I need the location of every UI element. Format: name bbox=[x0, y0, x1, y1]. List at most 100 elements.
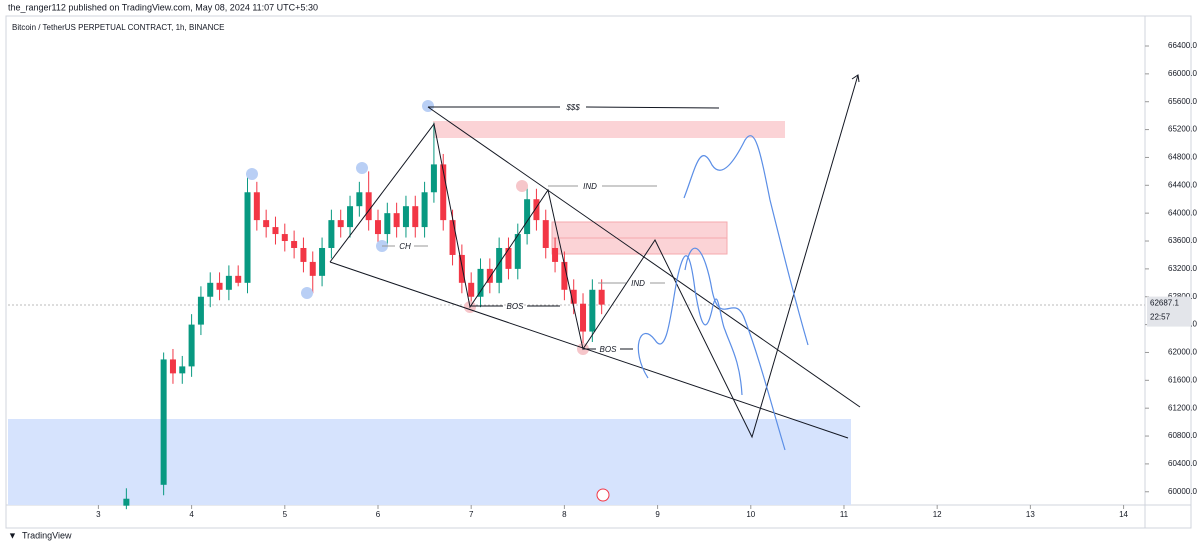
annotation: IND bbox=[583, 182, 597, 191]
candle-body bbox=[533, 199, 540, 221]
arrow-head bbox=[851, 74, 860, 83]
y-tick-label: 60800.0 bbox=[1168, 431, 1197, 440]
y-tick-label: 63200.0 bbox=[1168, 264, 1197, 273]
drawings: $$$ IND CH BOS BOS IND bbox=[246, 74, 861, 502]
candle-body bbox=[225, 275, 232, 290]
candle-body bbox=[179, 366, 186, 374]
y-tick-label: 64400.0 bbox=[1168, 180, 1197, 189]
pivot bbox=[301, 287, 313, 299]
candle-body bbox=[589, 289, 596, 332]
candle-body bbox=[300, 247, 307, 262]
candle-body bbox=[169, 359, 176, 374]
candle-body bbox=[412, 206, 419, 228]
candles bbox=[123, 122, 605, 510]
last-price: 62687.1 bbox=[1150, 299, 1179, 308]
price-label bbox=[1147, 296, 1191, 327]
event-icon bbox=[596, 488, 610, 502]
y-tick-label: 64000.0 bbox=[1168, 208, 1197, 217]
supply-zone bbox=[433, 121, 785, 138]
candle-body bbox=[216, 282, 223, 290]
candle-body bbox=[384, 213, 391, 235]
y-tick-label: 65200.0 bbox=[1168, 125, 1197, 134]
y-tick-label: 61200.0 bbox=[1168, 403, 1197, 412]
x-tick-label: 13 bbox=[1026, 510, 1035, 519]
candle-body bbox=[328, 220, 335, 248]
candle-body bbox=[253, 192, 260, 221]
annotation: $$$ bbox=[565, 103, 580, 112]
candle-body bbox=[580, 303, 587, 332]
candle-body bbox=[430, 164, 437, 193]
candle-body bbox=[421, 192, 428, 228]
candle-body bbox=[263, 220, 270, 228]
projection-path bbox=[684, 247, 786, 451]
candle-body bbox=[319, 247, 326, 276]
pivot bbox=[246, 168, 258, 180]
level-line bbox=[585, 106, 720, 109]
y-tick-label: 63600.0 bbox=[1168, 236, 1197, 245]
candle-body bbox=[188, 324, 195, 367]
candle-body bbox=[477, 268, 484, 297]
candle-body bbox=[402, 206, 409, 228]
candle-body bbox=[235, 275, 242, 283]
y-tick-label: 66000.0 bbox=[1168, 69, 1197, 78]
candle-body bbox=[160, 359, 167, 485]
demand-zone bbox=[8, 419, 851, 505]
y-tick-label: 64800.0 bbox=[1168, 153, 1197, 162]
candle-body bbox=[542, 220, 549, 248]
logo: ▼ bbox=[8, 530, 17, 540]
candle-body bbox=[514, 234, 521, 269]
annotation: BOS bbox=[507, 302, 525, 311]
pivot bbox=[516, 180, 528, 192]
candle-body bbox=[505, 247, 512, 269]
pivot bbox=[356, 162, 368, 174]
candle-body bbox=[486, 268, 493, 283]
y-tick-label: 66400.0 bbox=[1168, 41, 1197, 50]
symbol-title: Bitcoin / TetherUS PERPETUAL CONTRACT, 1… bbox=[12, 23, 225, 32]
y-axis: 60000.0 60400.0 60800.0 61200.0 61600.0 62000… bbox=[1145, 41, 1197, 496]
candle-body bbox=[552, 247, 559, 262]
candle-body bbox=[374, 220, 381, 235]
candle-body bbox=[570, 289, 577, 304]
x-tick-label: 11 bbox=[840, 510, 849, 519]
candle-body bbox=[468, 282, 475, 297]
y-tick-label: 62800.0 bbox=[1168, 292, 1197, 301]
zigzag bbox=[329, 74, 859, 439]
annotation: BOS bbox=[600, 345, 618, 354]
candle-body bbox=[356, 192, 363, 207]
candle-body bbox=[123, 498, 130, 506]
y-tick-label: 65600.0 bbox=[1168, 97, 1197, 106]
x-tick-label: 12 bbox=[933, 510, 942, 519]
candle-body bbox=[598, 289, 605, 305]
candle-body bbox=[365, 192, 372, 221]
x-tick-label: 6 bbox=[376, 510, 381, 519]
x-axis: 3 4 5 6 7 8 9 10 11 12 13 14 bbox=[96, 505, 1129, 519]
frame bbox=[5, 15, 1192, 529]
publisher: the_ranger112 published on TradingView.c… bbox=[8, 2, 318, 12]
candle-body bbox=[458, 254, 465, 283]
x-tick-label: 5 bbox=[283, 510, 288, 519]
x-tick-label: 14 bbox=[1119, 510, 1128, 519]
candle-body bbox=[524, 199, 531, 235]
candle-body bbox=[309, 261, 316, 276]
x-tick-label: 3 bbox=[96, 510, 101, 519]
x-tick-label: 4 bbox=[189, 510, 194, 519]
y-tick-label: 62000.0 bbox=[1168, 348, 1197, 357]
annotation: IND bbox=[631, 279, 645, 288]
x-tick-label: 10 bbox=[746, 510, 755, 519]
y-tick-label: 60000.0 bbox=[1168, 487, 1197, 496]
x-tick-label: 9 bbox=[655, 510, 660, 519]
candle-body bbox=[281, 234, 288, 242]
x-tick-label: 7 bbox=[469, 510, 474, 519]
projection-path bbox=[637, 255, 743, 396]
candle-body bbox=[449, 220, 456, 255]
projection-path bbox=[683, 135, 809, 346]
y-tick-label: 61600.0 bbox=[1168, 375, 1197, 384]
candle-body bbox=[244, 192, 251, 283]
candle-body bbox=[440, 164, 447, 221]
y-tick-label: 60400.0 bbox=[1168, 459, 1197, 468]
brand: TradingView bbox=[22, 530, 72, 540]
candle-body bbox=[347, 206, 354, 228]
countdown: 22:57 bbox=[1150, 313, 1171, 322]
candle-body bbox=[496, 247, 503, 283]
